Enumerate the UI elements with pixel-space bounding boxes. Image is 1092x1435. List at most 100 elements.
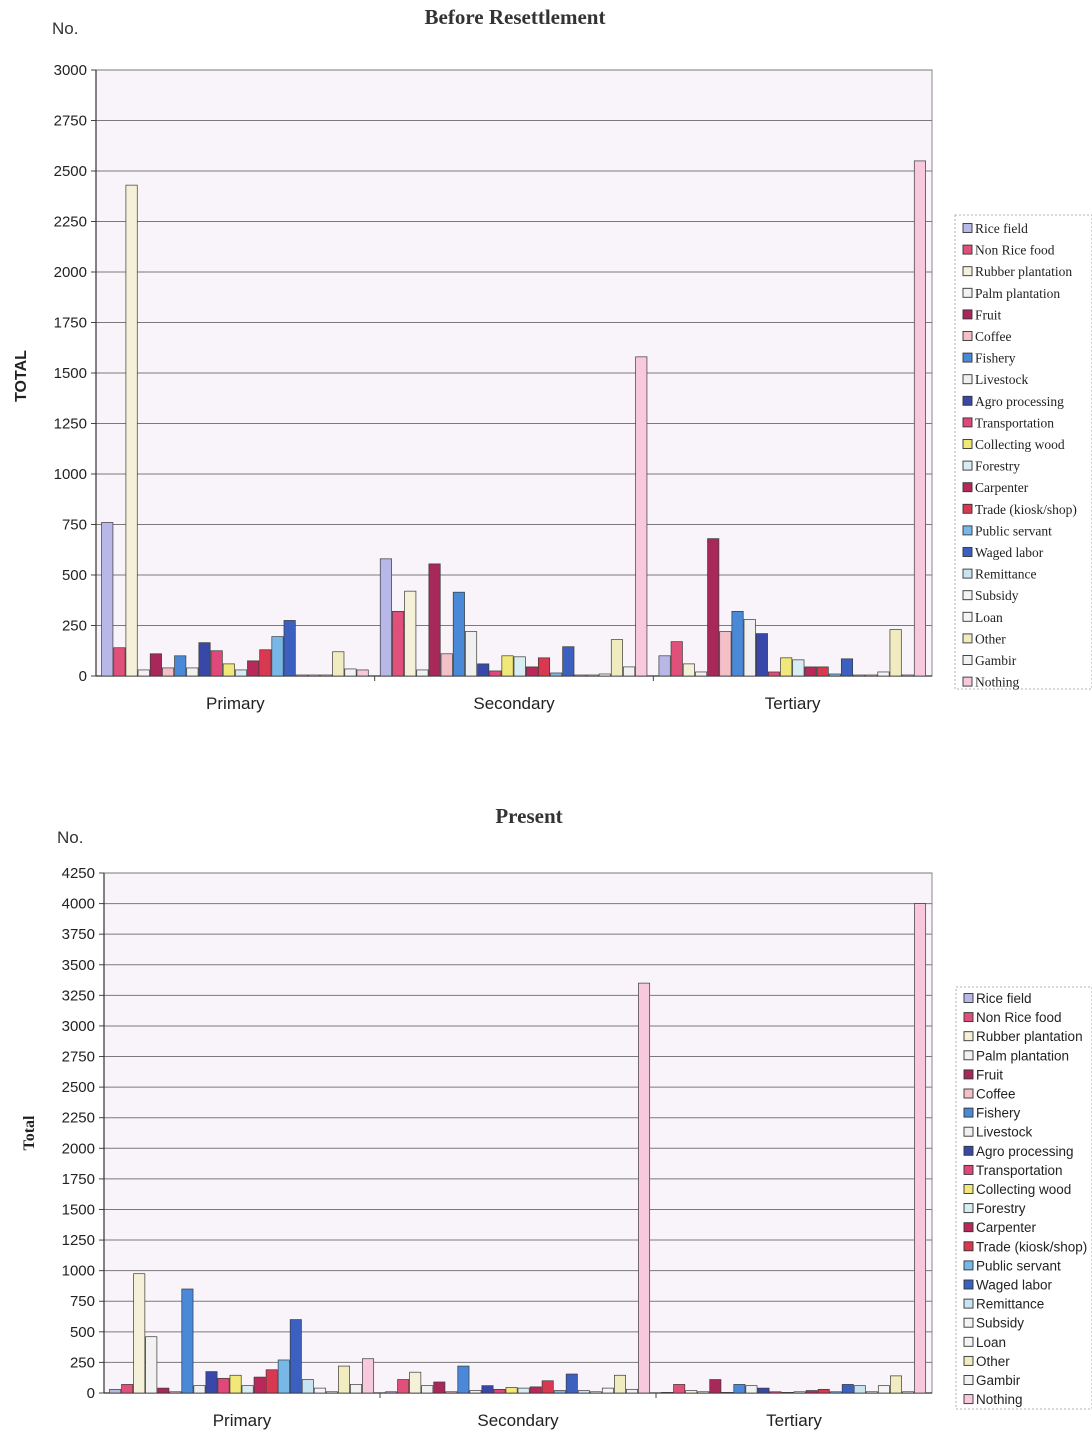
legend-label-forestry: Forestry	[976, 1201, 1026, 1216]
bar-tertiary-rubber-plantation	[685, 1390, 698, 1394]
plot-area: 0 250 500 750 1000 1250 1500 1750 2000 2250 2500 27…	[62, 865, 933, 1430]
y-tick-label: 750	[62, 517, 87, 534]
bar-primary-gambir	[350, 1384, 362, 1394]
bar-primary-subsidy	[313, 1387, 326, 1394]
legend: Rice field Non Rice food Rubber plantation…	[955, 986, 1092, 1410]
bar-tertiary-transportation	[769, 1391, 782, 1394]
y-tick-label: 250	[70, 1354, 95, 1371]
legend-swatch-public-servant	[962, 525, 973, 536]
bar-tertiary-forestry	[793, 1391, 806, 1394]
y-tick-label: 2000	[54, 264, 87, 281]
bar-primary-agro-processing	[198, 642, 211, 677]
bar-secondary-public-servant	[550, 672, 563, 677]
legend-label-carpenter: Carpenter	[975, 480, 1029, 495]
plot-area: 0 250 500 750 1000 1250 1500 1750 2000 2250 2500 27…	[54, 62, 933, 713]
legend-swatch-gambir	[962, 655, 973, 665]
bar-tertiary-fishery	[733, 1384, 746, 1394]
legend-swatch-other	[962, 633, 973, 644]
bar-tertiary-palm-plantation	[697, 1391, 710, 1394]
legend-swatch-livestock	[963, 1126, 974, 1137]
bar-primary-fishery	[181, 1288, 194, 1394]
y-tick-label: 4000	[62, 896, 95, 913]
legend-swatch-forestry	[963, 1203, 974, 1214]
unit-label: No.	[52, 19, 78, 38]
legend-label-fishery: Fishery	[975, 351, 1016, 366]
bar-secondary-forestry	[513, 656, 526, 677]
bar-primary-forestry	[241, 1385, 254, 1394]
legend-swatch-public-servant	[963, 1260, 974, 1271]
legend-swatch-rice-field	[963, 993, 974, 1003]
legend-swatch-other	[963, 1355, 974, 1366]
legend-label-rice-field: Rice field	[975, 221, 1028, 236]
bar-secondary-fruit	[428, 563, 441, 677]
legend-label-coffee: Coffee	[976, 1087, 1016, 1102]
bar-tertiary-coffee	[719, 631, 732, 677]
bar-tertiary-livestock	[743, 619, 756, 677]
legend-label-waged-labor: Waged labor	[975, 545, 1044, 560]
bar-tertiary-subsidy	[865, 1391, 878, 1394]
legend-swatch-livestock	[962, 374, 973, 385]
plot-background	[103, 872, 933, 1394]
legend-label-fruit: Fruit	[975, 307, 1002, 322]
legend-swatch-carpenter	[963, 1222, 974, 1233]
bar-primary-coffee	[169, 1391, 182, 1394]
bar-tertiary-palm-plantation	[695, 671, 708, 677]
bar-tertiary-transportation	[767, 671, 781, 677]
legend-label-public-servant: Public servant	[975, 523, 1052, 538]
bar-primary-carpenter	[253, 1376, 266, 1394]
bar-secondary-non-rice-food	[397, 1379, 410, 1394]
bar-primary-palm-plantation	[145, 1336, 158, 1394]
bar-primary-gambir	[344, 668, 357, 677]
legend-label-remittance: Remittance	[975, 567, 1036, 582]
legend-swatch-waged-labor	[963, 1279, 974, 1290]
legend-label-rice-field: Rice field	[976, 991, 1032, 1006]
y-tick-label: 2500	[54, 163, 87, 180]
legend-swatch-non-rice-food	[963, 1012, 974, 1023]
bar-secondary-coffee	[440, 653, 453, 677]
legend-label-loan: Loan	[975, 610, 1003, 625]
y-tick-label: 1000	[62, 1263, 95, 1280]
bar-secondary-livestock	[465, 631, 478, 677]
y-tick-label: 3250	[62, 987, 95, 1004]
y-tick-label: 1000	[54, 466, 87, 483]
legend-swatch-trade-kiosk-shop	[963, 1241, 974, 1252]
legend-label-agro-processing: Agro processing	[975, 394, 1064, 409]
legend-label-collecting-wood: Collecting wood	[976, 1182, 1071, 1197]
bar-tertiary-coffee	[721, 1392, 734, 1394]
bar-secondary-carpenter	[525, 666, 538, 677]
legend-frame	[955, 986, 1092, 1410]
bar-primary-coffee	[162, 667, 175, 677]
bar-tertiary-collecting-wood	[780, 657, 793, 677]
bar-primary-palm-plantation	[137, 669, 150, 677]
legend-swatch-transportation	[963, 1164, 974, 1175]
bar-primary-nothing	[356, 669, 369, 677]
bar-primary-loan	[320, 674, 333, 677]
bar-secondary-rice-field	[385, 1391, 398, 1394]
legend-swatch-rice-field	[962, 223, 973, 233]
legend-swatch-loan	[962, 611, 973, 622]
legend-swatch-subsidy	[962, 590, 973, 601]
bar-secondary-fishery	[457, 1365, 470, 1394]
legend-swatch-agro-processing	[963, 1145, 974, 1156]
legend-label-trade-kiosk-shop: Trade (kiosk/shop)	[976, 1239, 1087, 1254]
y-tick-label: 3750	[62, 926, 95, 943]
bar-secondary-livestock	[469, 1390, 482, 1394]
bar-tertiary-remittance	[853, 674, 866, 677]
bar-primary-public-servant	[277, 1359, 290, 1394]
legend-label-transportation: Transportation	[976, 1163, 1063, 1178]
bar-tertiary-non-rice-food	[670, 641, 683, 677]
legend-swatch-trade-kiosk-shop	[962, 503, 973, 514]
x-category-label: Tertiary	[765, 694, 821, 713]
legend-label-rubber-plantation: Rubber plantation	[975, 264, 1072, 279]
bar-tertiary-subsidy	[865, 674, 878, 677]
y-axis-label: TOTAL	[13, 350, 30, 402]
x-category-label: Secondary	[477, 1411, 559, 1430]
legend-swatch-fruit	[963, 1069, 974, 1080]
bar-primary-fruit	[157, 1387, 170, 1394]
legend-label-non-rice-food: Non Rice food	[976, 1010, 1062, 1025]
legend-label-rubber-plantation: Rubber plantation	[976, 1029, 1083, 1044]
bar-primary-other	[332, 651, 345, 677]
legend-label-trade-kiosk-shop: Trade (kiosk/shop)	[975, 502, 1077, 517]
legend-swatch-loan	[963, 1336, 974, 1347]
bar-secondary-gambir	[626, 1388, 638, 1394]
